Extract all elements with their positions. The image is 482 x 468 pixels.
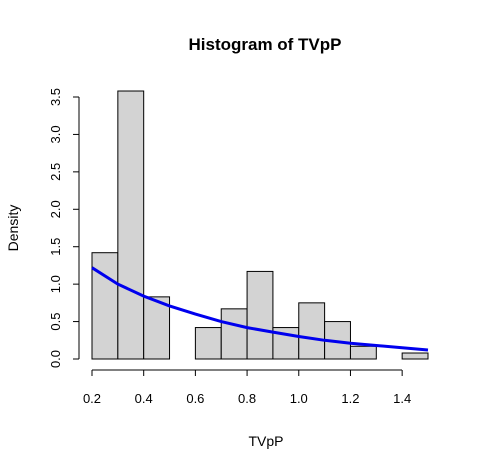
x-tick-label-0: 0.2 <box>83 391 101 406</box>
histogram-bar-5 <box>220 308 248 360</box>
x-tick-label-6: 1.4 <box>393 391 411 406</box>
density-curve <box>91 266 429 352</box>
x-tick-label-5: 1.2 <box>341 391 359 406</box>
y-tick-label-6: 3.0 <box>48 125 63 143</box>
y-tick-label-3: 1.5 <box>48 238 63 256</box>
x-tick-label-1: 0.4 <box>135 391 153 406</box>
histogram-bar-10 <box>349 345 377 360</box>
y-tick-label-7: 3.5 <box>48 88 63 106</box>
density-curve-group <box>91 266 429 352</box>
histogram-bars <box>91 90 429 360</box>
y-tick-label-0: 0.0 <box>48 350 63 368</box>
x-tick-label-4: 1.0 <box>290 391 308 406</box>
histogram-bar-2 <box>143 296 171 360</box>
y-axis-label: Density <box>5 205 21 252</box>
x-axis: 0.2 0.4 0.6 0.8 1.0 1.2 1.4 <box>83 369 411 406</box>
histogram-bar-6 <box>246 270 274 360</box>
x-tick-label-2: 0.6 <box>186 391 204 406</box>
y-tick-label-1: 0.5 <box>48 313 63 331</box>
y-axis: 0.0 0.5 1.0 1.5 2.0 2.5 3.0 3.5 <box>48 88 80 368</box>
histogram-bar-1 <box>117 90 145 360</box>
y-tick-label-4: 2.0 <box>48 200 63 218</box>
y-tick-label-5: 2.5 <box>48 163 63 181</box>
histogram-bar-8 <box>298 302 326 360</box>
chart-title: Histogram of TVpP <box>188 35 341 54</box>
x-tick-label-3: 0.8 <box>238 391 256 406</box>
y-tick-label-2: 1.0 <box>48 275 63 293</box>
histogram-bar-4 <box>194 327 222 360</box>
histogram-bar-12 <box>401 352 429 360</box>
x-axis-label: TVpP <box>248 433 283 449</box>
